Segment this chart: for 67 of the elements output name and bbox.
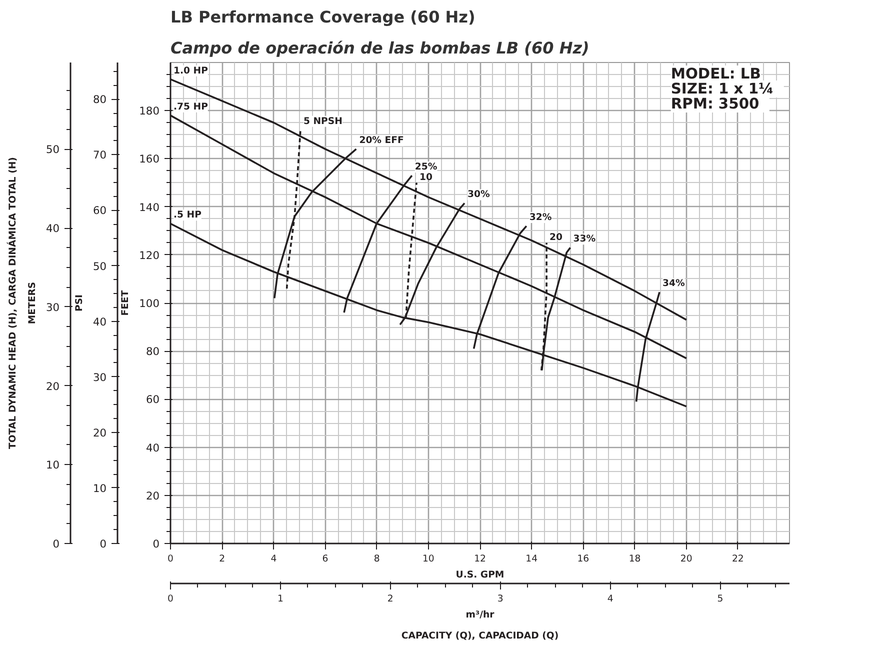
x2-tick-label: 5 xyxy=(717,594,724,604)
y-tick-label: 0 xyxy=(152,538,160,550)
series-label: 34% xyxy=(662,278,686,290)
annotation: SIZE: 1 x 1¼ xyxy=(670,80,774,98)
x2-tick-label: 3 xyxy=(497,594,504,604)
y2-tick-label: 20 xyxy=(46,380,60,393)
x-tick-label: 10 xyxy=(422,554,434,564)
y3-tick-label: 40 xyxy=(92,315,107,328)
y-tick-label: 20 xyxy=(146,489,160,502)
chart-subtitle: Campo de operación de las bombas LB (60 Hz) xyxy=(170,38,590,58)
annotation: MODEL: LB xyxy=(670,66,761,82)
series-label: 25% xyxy=(414,162,438,173)
series-label: 32% xyxy=(529,212,552,224)
series-label: .5 HP xyxy=(174,210,202,221)
y-tick-label: 120 xyxy=(139,248,160,262)
x2-tick-label: 2 xyxy=(387,594,394,604)
series-label: .75 HP xyxy=(174,101,208,112)
y3-tick-label: 10 xyxy=(92,482,107,495)
x2-tick-label: 1 xyxy=(277,594,284,604)
y2-axis-title: METERS xyxy=(26,282,38,324)
text: TOTAL DYNAMIC HEAD (H), CARGA DINÁMICA TOTAL (H) xyxy=(6,157,18,449)
y-tick-label: 100 xyxy=(139,297,160,310)
y-tick-label: 160 xyxy=(139,152,160,166)
y2-tick-label: 50 xyxy=(46,143,60,156)
y3-tick-label: 80 xyxy=(92,93,107,106)
x-tick-label: 22 xyxy=(732,554,744,564)
series-label: 33% xyxy=(573,234,596,245)
y3-tick-label: 60 xyxy=(92,204,107,218)
y-tick-label: 180 xyxy=(139,104,160,118)
x-axis-title: U.S. GPM xyxy=(456,570,504,580)
chart-title: LB Performance Coverage (60 Hz) xyxy=(170,8,476,26)
x-tick-label: 16 xyxy=(577,554,590,564)
annotation: RPM: 3500 xyxy=(670,96,760,112)
x-tick-label: 2 xyxy=(219,554,226,564)
y-tick-label: 140 xyxy=(139,200,160,214)
y3-tick-label: 0 xyxy=(100,538,107,550)
x-tick-label: 18 xyxy=(628,554,641,564)
y-tick-label: 60 xyxy=(146,393,160,406)
x-tick-label: 14 xyxy=(526,554,538,564)
text: CAPACITY (Q), CAPACIDAD (Q) xyxy=(401,630,559,642)
y2-tick-label: 40 xyxy=(46,222,60,236)
y-tick-label: 40 xyxy=(146,441,160,454)
y2-tick-label: 10 xyxy=(46,458,60,472)
x-tick-label: 8 xyxy=(374,554,380,564)
x2-axis-title: m³/hr xyxy=(466,610,495,620)
y3-tick-label: 20 xyxy=(92,426,107,440)
x-tick-label: 0 xyxy=(168,554,174,564)
y3-tick-label: 30 xyxy=(92,370,107,384)
x-tick-label: 4 xyxy=(270,554,277,564)
y2-tick-label: 30 xyxy=(46,300,60,314)
y-axis-title: FEET xyxy=(120,290,132,316)
series-label: 20 xyxy=(550,232,564,243)
y3-axis-title: PSI xyxy=(74,294,85,312)
series-label: 30% xyxy=(468,189,491,200)
y-tick-label: 80 xyxy=(146,345,160,358)
x-tick-label: 12 xyxy=(474,554,486,564)
y3-tick-label: 50 xyxy=(92,260,107,273)
x2-tick-label: 0 xyxy=(168,594,174,604)
x-tick-label: 20 xyxy=(680,554,692,564)
x-tick-label: 6 xyxy=(322,554,328,564)
x2-tick-label: 4 xyxy=(607,594,614,604)
series-label: 5 NPSH xyxy=(303,116,342,127)
series-label: 20% EFF xyxy=(359,135,404,146)
series-label: 10 xyxy=(420,172,434,183)
y2-tick-label: 0 xyxy=(52,538,60,550)
y3-tick-label: 70 xyxy=(92,148,107,162)
series-label: 1.0 HP xyxy=(174,65,208,76)
